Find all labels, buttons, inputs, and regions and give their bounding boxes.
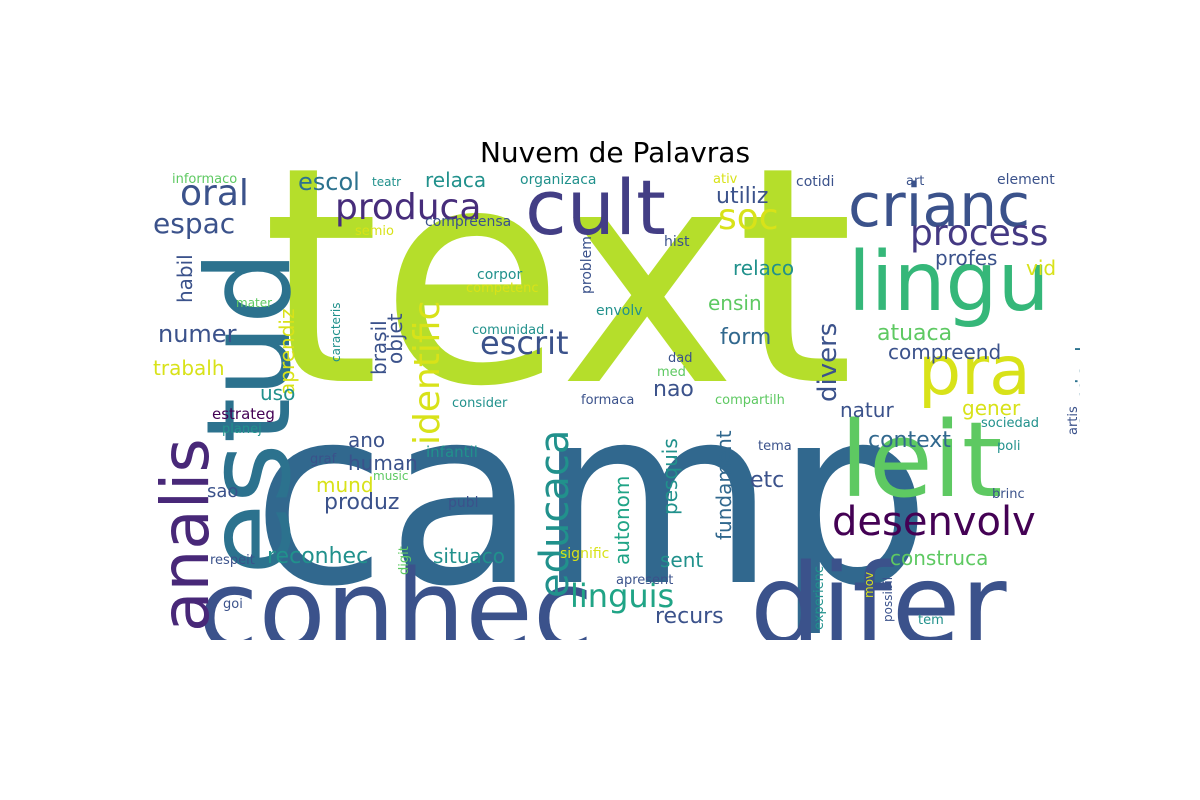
word-hist: hist xyxy=(664,234,690,250)
word-art: art xyxy=(906,174,925,189)
word-identific: identific xyxy=(407,300,448,445)
word-relaco: relaco xyxy=(733,256,795,280)
word-desenvolv: desenvolv xyxy=(832,499,1036,545)
word-semio: semio xyxy=(355,224,394,239)
word-respeit: respeit xyxy=(210,553,255,568)
word-consider: consider xyxy=(452,396,508,411)
word-context: context xyxy=(868,428,951,453)
word-text: text xyxy=(262,170,855,452)
word-numer: numer xyxy=(158,320,237,348)
word-teatr: teatr xyxy=(372,175,402,189)
word-conhec: conhec xyxy=(198,546,594,640)
word-process: process xyxy=(910,213,1049,254)
word-divers: divers xyxy=(813,322,843,402)
word-pesquis: pesquis xyxy=(658,438,682,515)
word-educaca: educaca xyxy=(532,429,578,598)
word-poli: poli xyxy=(997,439,1021,454)
word-ativ: ativ xyxy=(713,172,738,187)
word-goi: goi xyxy=(223,597,243,612)
word-crianc: crianc xyxy=(848,171,1031,241)
word-sao: sao xyxy=(207,481,239,502)
word-dad: dad xyxy=(668,351,693,366)
word-atuaca: atuaca xyxy=(877,321,953,346)
word-sociedad: sociedad xyxy=(981,416,1039,431)
word-compartilh: compartilh xyxy=(715,393,785,408)
word-form: form xyxy=(720,325,772,350)
figure-title: Nuvem de Palavras xyxy=(479,136,751,169)
word-infantil: infantil xyxy=(426,443,478,461)
word-envolv: envolv xyxy=(596,303,643,319)
word-music: music xyxy=(373,469,409,483)
word-mov: mov xyxy=(862,571,876,598)
word-espac: espac xyxy=(153,207,236,240)
word-lingu: lingu xyxy=(848,235,1050,330)
word-trabalh: trabalh xyxy=(153,356,225,380)
word-digit: digit xyxy=(397,546,412,575)
word-possibil: possibil xyxy=(881,576,895,622)
word-produz: produz xyxy=(324,490,400,515)
word-brinc: brinc xyxy=(992,487,1025,502)
word-pra: pra xyxy=(918,332,1031,411)
word-sent: sent xyxy=(660,548,704,572)
word-compreend: compreend xyxy=(888,340,1002,364)
word-objet: objet xyxy=(383,313,407,364)
word-fundament: fundament xyxy=(712,430,736,540)
word-autonom: autonom xyxy=(610,475,634,565)
word-corpor: corpor xyxy=(477,267,523,283)
word-natur: natur xyxy=(840,398,894,422)
word-difer: difer xyxy=(750,541,1007,640)
word-signific: signific xyxy=(560,546,610,562)
word-soc: soc xyxy=(718,197,779,238)
word-escol: escol xyxy=(298,170,360,196)
word-construca: construca xyxy=(890,546,989,570)
word-gener: gener xyxy=(962,396,1021,420)
word-compreensa: compreensa xyxy=(425,214,512,230)
word-oral: oral xyxy=(180,173,249,214)
word-human: human xyxy=(348,451,418,475)
word-leit: leit xyxy=(840,399,1003,521)
word-nao: nao xyxy=(653,377,694,402)
word-camp: camp xyxy=(252,355,932,640)
word-produca: produca xyxy=(335,187,482,228)
word-cult: cult xyxy=(525,170,666,252)
word-mater: mater xyxy=(236,296,273,310)
word-competenc: competenc xyxy=(466,281,539,296)
word-vid: vid xyxy=(1026,256,1057,280)
word-reconhec: reconhec xyxy=(267,544,369,569)
word-element: element xyxy=(997,172,1055,188)
word-tem: tem xyxy=(918,613,944,628)
word-uso: uso xyxy=(260,381,296,405)
word-profes: profes xyxy=(935,246,998,270)
word-habil: habil xyxy=(173,254,197,303)
word-tema: tema xyxy=(758,439,792,454)
word-organizaca: organizaca xyxy=(520,172,597,188)
word-planej: planej xyxy=(222,422,262,437)
word-ano: ano xyxy=(348,428,386,452)
word-analis: analis xyxy=(150,438,224,632)
word-publ: publ xyxy=(448,495,479,511)
word-caracteris: caracteris xyxy=(329,302,343,362)
word-linguis: linguis xyxy=(570,577,675,615)
word-cotidi: cotidi xyxy=(796,174,835,190)
word-etc: etc xyxy=(750,468,785,493)
word-ensin: ensin xyxy=(708,291,762,315)
word-graf: graf xyxy=(310,452,337,467)
word-apresent: apresent xyxy=(616,573,674,588)
word-artis: artis xyxy=(1066,406,1080,435)
word-mund: mund xyxy=(316,473,374,497)
word-situaco: situaco xyxy=(433,544,505,568)
word-estrateg: estrateg xyxy=(212,405,275,423)
word-med: med xyxy=(657,365,686,380)
word-utiliz: utiliz xyxy=(716,184,769,209)
word-recurs: recurs xyxy=(655,604,724,629)
word-escrit: escrit xyxy=(480,324,569,362)
word-problem: problem xyxy=(579,236,595,294)
word-relaca: relaca xyxy=(425,170,487,192)
word-experienc: experienc xyxy=(812,565,827,630)
word-formaca: formaca xyxy=(581,393,635,408)
word-informaco: informaco xyxy=(172,172,238,187)
word-cloud: text camp conhec difer estud leit lingu cult cri… xyxy=(150,170,1080,640)
word-comunidad: comunidad xyxy=(472,323,545,338)
